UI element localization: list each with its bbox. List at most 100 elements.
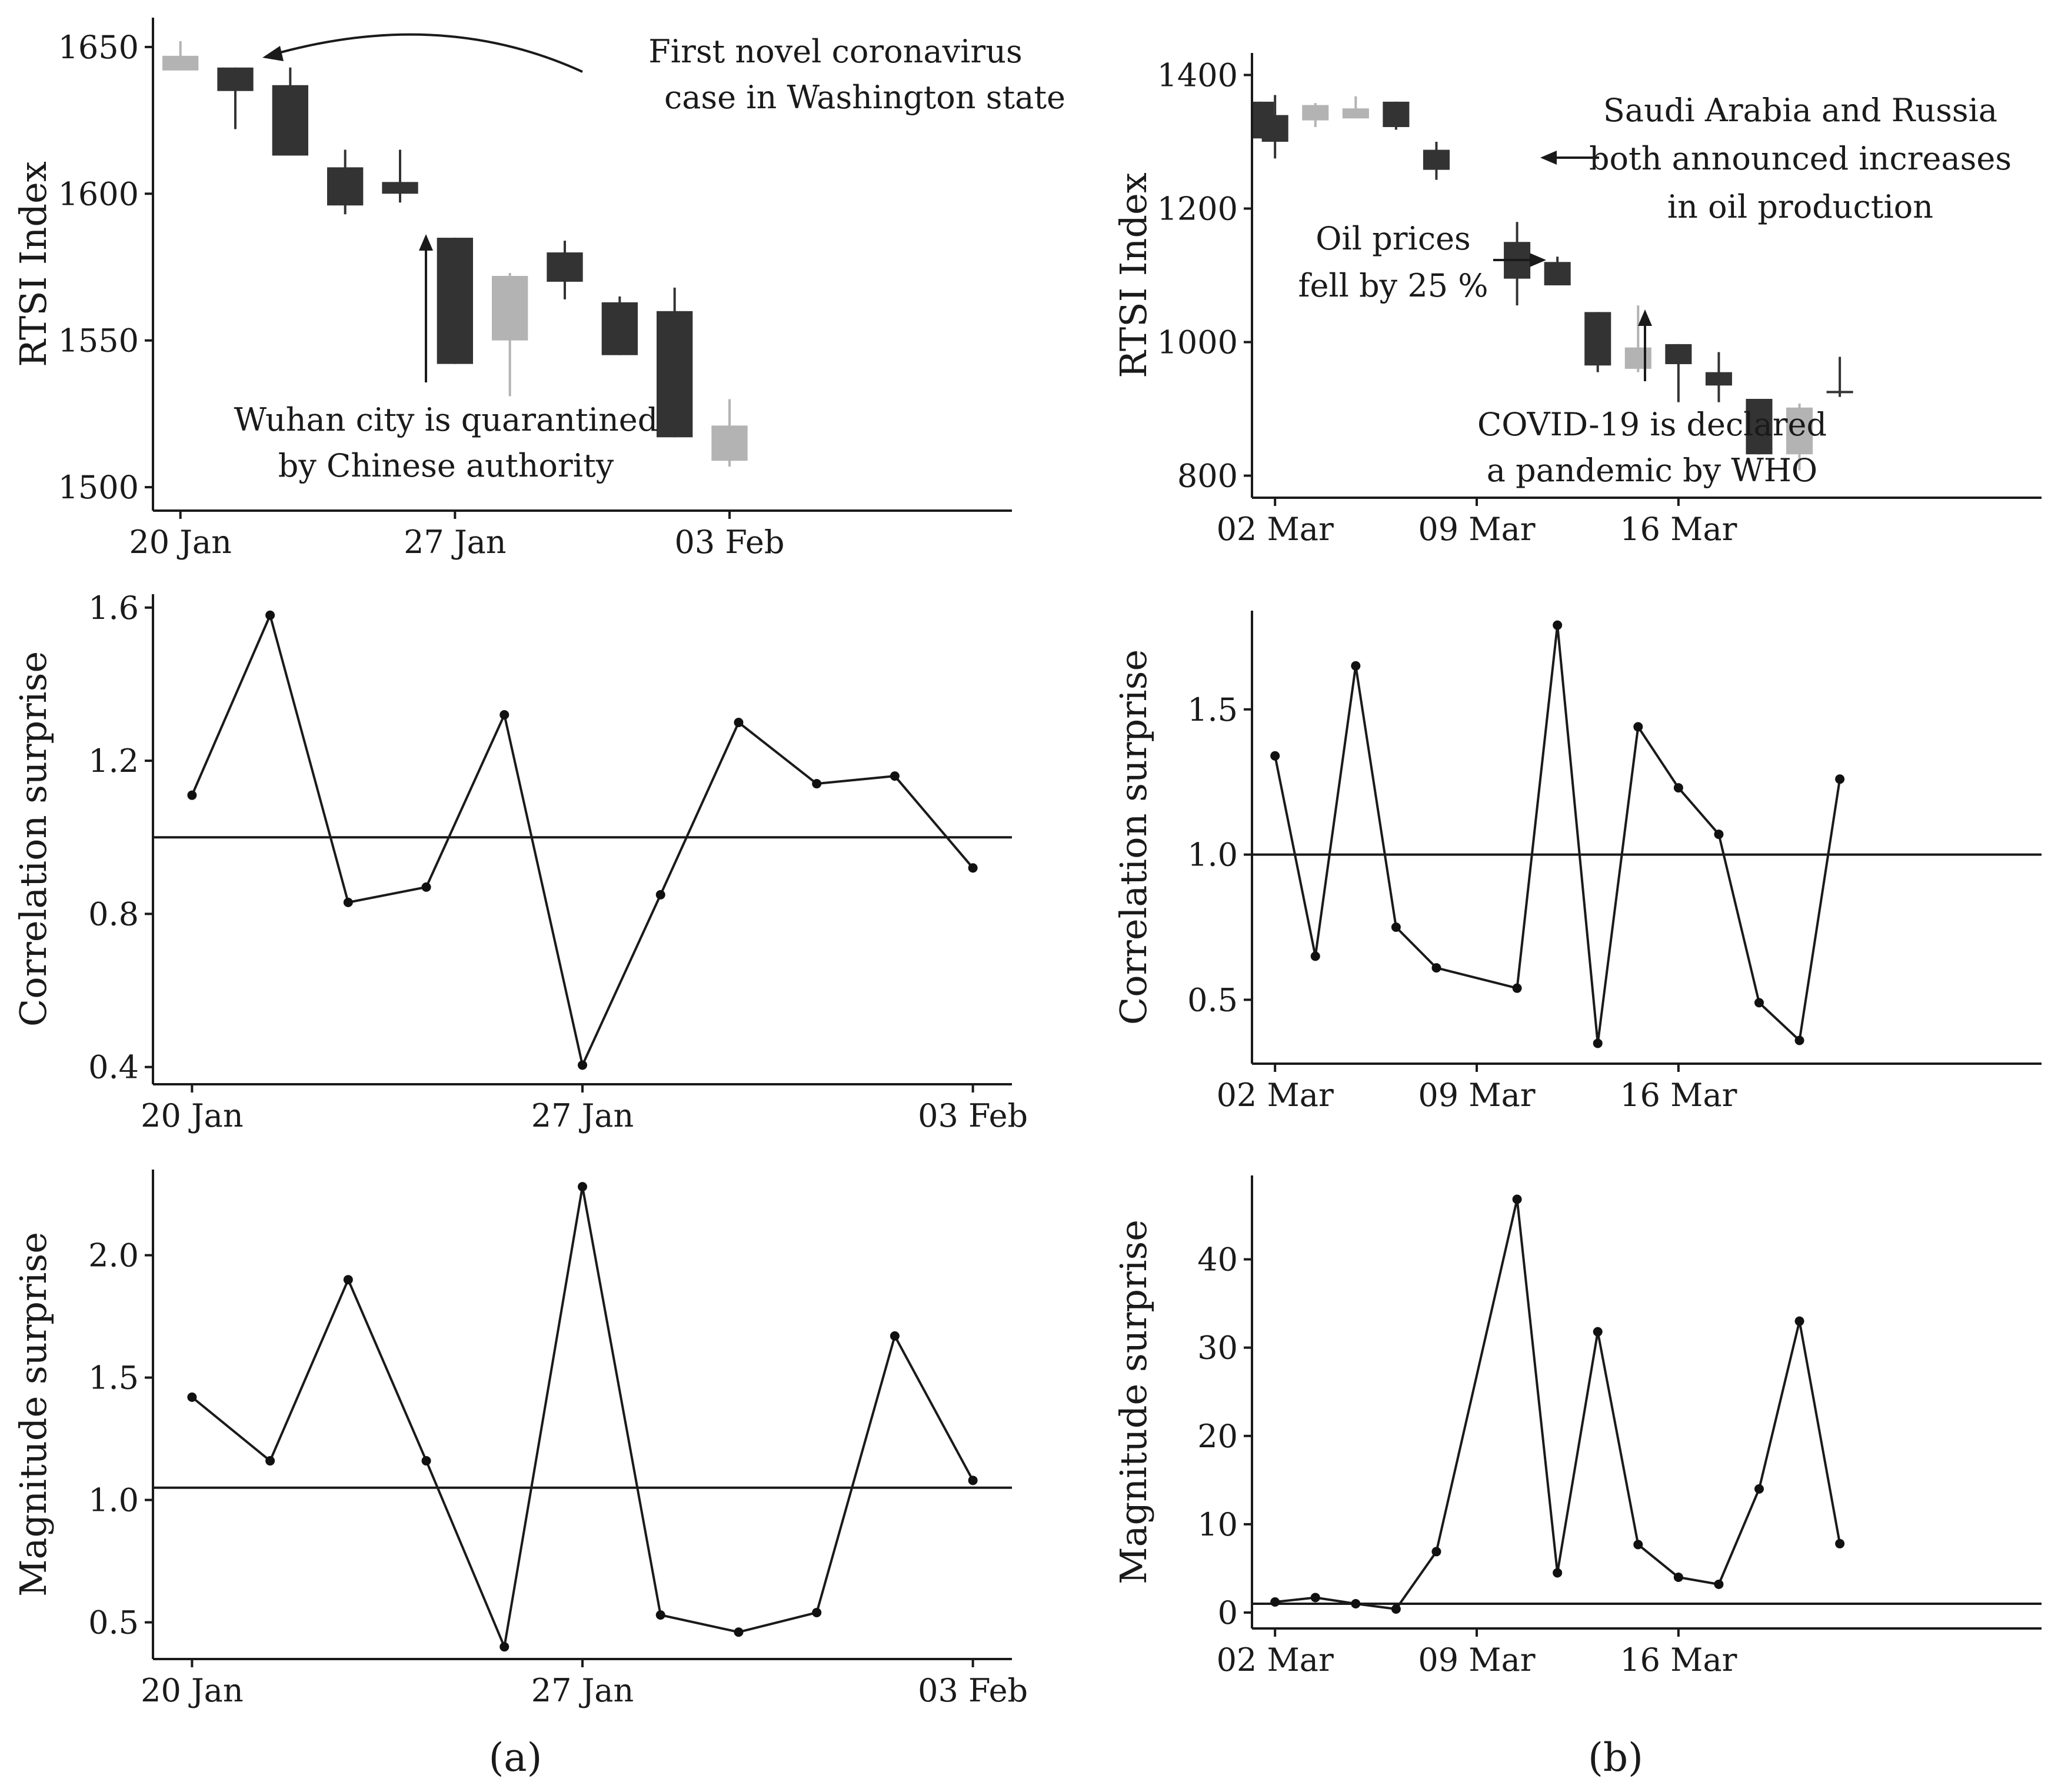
y-axis-label: RTSI Index — [1112, 172, 1155, 378]
y-tick-label: 0.5 — [88, 1604, 139, 1641]
data-point — [1310, 1593, 1320, 1603]
data-point — [1553, 620, 1563, 630]
candle-body — [1342, 108, 1369, 119]
data-point — [578, 1182, 587, 1192]
y-tick-label: 1.5 — [1187, 691, 1238, 728]
x-tick-label: 27 Jan — [531, 1672, 634, 1709]
y-tick-label: 1.0 — [1187, 837, 1238, 874]
candle-body — [601, 302, 638, 355]
candle-body — [1544, 262, 1571, 286]
series — [153, 1182, 1012, 1652]
x-tick-label: 27 Jan — [404, 524, 507, 561]
y-ticks: 0.5 1.0 1.5 2.0 — [88, 1237, 153, 1641]
y-tick-label: 2.0 — [88, 1237, 139, 1274]
data-point — [1673, 1572, 1683, 1582]
y-tick-label: 1600 — [58, 175, 139, 212]
series — [153, 610, 1012, 1070]
data-point — [421, 1456, 431, 1466]
y-tick-label: 10 — [1197, 1506, 1238, 1543]
candle-body — [272, 85, 308, 156]
candle-body — [1746, 399, 1773, 455]
data-point — [655, 890, 665, 900]
candle-body — [1261, 115, 1288, 142]
data-point — [1593, 1038, 1603, 1048]
annotation-washington-line2: case in Washington state — [664, 79, 1065, 116]
x-tick-label: 02 Mar — [1217, 511, 1334, 548]
y-tick-label: 0.5 — [1187, 981, 1238, 1018]
y-axis-label: Magnitude surprise — [12, 1232, 55, 1597]
data-point — [1270, 751, 1280, 761]
candle-body — [1383, 101, 1410, 127]
chart-a-magnitude: 0.5 1.0 1.5 2.0 20 Jan 27 Jan 03 Feb Magnitud… — [12, 1170, 1028, 1709]
chart-b-correlation: 0.5 1.0 1.5 02 Mar 09 Mar 16 Mar Correlation… — [1112, 611, 2042, 1114]
arrowhead-icon — [419, 234, 433, 251]
y-tick-label: 1650 — [58, 29, 139, 66]
data-point — [1310, 951, 1320, 961]
data-point — [655, 1610, 665, 1620]
candle-body — [437, 238, 473, 364]
y-tick-label: 30 — [1197, 1330, 1238, 1367]
panel-label-b: (b) — [1588, 1735, 1643, 1780]
arrowhead-icon — [1638, 309, 1652, 326]
chart-b-rtsi: 800 1000 1200 1400 02 Mar 09 Mar 16 Mar RTSI … — [1112, 53, 2042, 548]
annotation-saudi-line3: in oil production — [1667, 188, 1933, 225]
data-point — [812, 779, 822, 789]
y-tick-label: 0 — [1218, 1594, 1238, 1631]
annotation-saudi-line2: both announced increases — [1589, 140, 2012, 177]
x-tick-label: 03 Feb — [918, 1097, 1028, 1134]
y-tick-label: 1200 — [1157, 190, 1238, 227]
annotation-oil-prices: Oil prices fell by 25 % — [1298, 220, 1546, 304]
data-point — [187, 790, 197, 800]
data-point — [968, 863, 978, 873]
annotation-washington: First novel coronavirus case in Washingt… — [262, 33, 1065, 116]
candle-body — [657, 311, 693, 438]
y-ticks: 800 1000 1200 1400 — [1157, 56, 1252, 495]
x-ticks: 20 Jan 27 Jan 03 Feb — [141, 1659, 1028, 1709]
data-point — [1593, 1327, 1603, 1337]
data-point — [421, 882, 431, 892]
annotation-oil-line2: fell by 25 % — [1298, 267, 1488, 304]
candle-body — [1423, 149, 1450, 170]
y-tick-label: 800 — [1177, 458, 1238, 495]
series — [1252, 620, 2042, 1048]
data-point — [1835, 774, 1845, 784]
data-point — [812, 1607, 822, 1617]
y-tick-label: 1400 — [1157, 56, 1238, 94]
x-tick-label: 20 Jan — [141, 1672, 244, 1709]
x-tick-label: 09 Mar — [1418, 1641, 1535, 1678]
y-tick-label: 1550 — [58, 322, 139, 359]
y-tick-label: 1.5 — [88, 1360, 139, 1397]
data-point — [1714, 830, 1724, 840]
series — [1252, 1194, 2042, 1614]
series-line — [1274, 625, 1841, 1044]
data-point — [1633, 722, 1643, 732]
annotation-oil-line1: Oil prices — [1316, 220, 1471, 257]
candles — [1253, 95, 1853, 471]
y-ticks: 0 10 20 30 40 — [1197, 1241, 1252, 1631]
candle-body — [1624, 347, 1651, 369]
candle-body — [1665, 344, 1692, 364]
y-tick-label: 1000 — [1157, 324, 1238, 361]
x-ticks: 02 Mar 09 Mar 16 Mar — [1217, 1628, 1737, 1678]
y-tick-label: 1500 — [58, 469, 139, 506]
data-point — [1270, 1597, 1280, 1607]
y-axis-label: Correlation surprise — [12, 651, 55, 1027]
x-tick-label: 09 Mar — [1418, 511, 1535, 548]
annotation-saudi-russia: Saudi Arabia and Russia both announced i… — [1540, 92, 2012, 225]
data-point — [1673, 783, 1683, 793]
data-point — [1431, 963, 1441, 973]
data-point — [1714, 1579, 1724, 1589]
y-axis-label: Correlation surprise — [1112, 649, 1155, 1025]
annotation-washington-arrow — [265, 33, 583, 73]
candle-body — [547, 252, 583, 282]
chart-a-correlation: 0.4 0.8 1.2 1.6 20 Jan 27 Jan 03 Feb Correlat… — [12, 589, 1028, 1134]
data-point — [499, 710, 509, 720]
y-axis-label: Magnitude surprise — [1112, 1220, 1155, 1584]
data-point — [1794, 1035, 1804, 1045]
y-ticks: 0.5 1.0 1.5 — [1187, 691, 1252, 1018]
data-point — [734, 718, 744, 728]
data-point — [890, 1331, 900, 1341]
candle-body — [162, 55, 199, 71]
x-tick-label: 02 Mar — [1217, 1641, 1334, 1678]
y-ticks: 1500 1550 1600 1650 — [58, 29, 153, 506]
